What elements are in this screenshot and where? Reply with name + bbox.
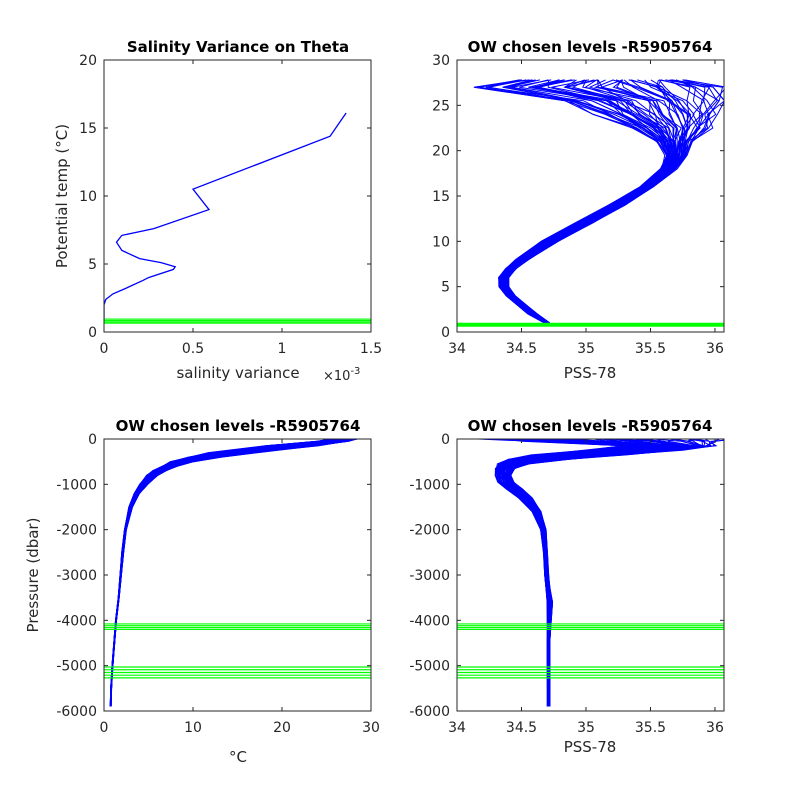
x-tick-label: 35.5 (635, 720, 666, 736)
plot-content (104, 439, 371, 707)
x-tick-label: 30 (362, 720, 380, 736)
panel-pressure-salinity: OW chosen levels -R5905764 34 34.5 35 35.5 3… (409, 417, 725, 756)
y-tick-label: 20 (79, 53, 97, 69)
y-tick-label: -5000 (409, 659, 450, 675)
y-tick-labels: 0 5 10 15 20 (79, 53, 97, 341)
x-tick-label: 34.5 (506, 720, 537, 736)
y-tick-label: 0 (88, 325, 97, 341)
y-tick-label: -2000 (409, 523, 450, 539)
x-tick-label: 34 (448, 720, 466, 736)
chart-title: OW chosen levels -R5905764 (116, 417, 361, 435)
y-tick-label: -3000 (409, 568, 450, 584)
x-tick-label: 0.5 (182, 341, 204, 357)
plot-content (104, 112, 371, 324)
y-tick-label: 20 (432, 144, 450, 160)
plot-area (456, 438, 725, 712)
profile-line (110, 439, 358, 707)
x-tick-labels: 34 34.5 35 35.5 36 (448, 341, 724, 357)
y-tick-label: 5 (441, 280, 450, 296)
x-tick-label: 0 (100, 341, 109, 357)
x-axis-label: salinity variance (176, 364, 299, 382)
y-tick-label: 30 (432, 53, 450, 69)
y-tick-label: -4000 (56, 613, 97, 629)
x-tick-labels: 0 10 20 30 (100, 720, 380, 736)
plot-content (457, 79, 724, 327)
x-tick-label: 1.5 (360, 341, 382, 357)
y-tick-label: -1000 (409, 477, 450, 493)
y-tick-label: -6000 (56, 704, 97, 720)
y-tick-labels: -6000 -5000 -4000 -3000 -2000 -1000 0 (56, 432, 97, 720)
x-axis-label: PSS-78 (564, 364, 617, 382)
y-axis-label: Pressure (dbar) (24, 518, 42, 633)
y-tick-label: -6000 (409, 704, 450, 720)
y-tick-label: 15 (432, 189, 450, 205)
y-tick-label: 0 (441, 325, 450, 341)
x-axis-exponent: ×10-3 (323, 366, 360, 384)
y-tick-label: 15 (79, 121, 97, 137)
y-tick-labels: 0 5 10 15 20 25 30 (432, 53, 450, 341)
series-line (104, 112, 347, 322)
x-axis-label: °C (229, 748, 247, 766)
y-tick-label: -2000 (56, 523, 97, 539)
x-tick-label: 34.5 (506, 341, 537, 357)
x-tick-label: 0 (100, 720, 109, 736)
profile-line (507, 79, 724, 324)
x-tick-label: 35.5 (635, 341, 666, 357)
chart-title: OW chosen levels -R5905764 (468, 417, 713, 435)
x-axis-label: PSS-78 (564, 738, 617, 756)
y-tick-label: -1000 (56, 477, 97, 493)
y-tick-label: 25 (432, 98, 450, 114)
y-axis-label: Potential temp (°C) (53, 124, 71, 268)
x-tick-label: 35 (577, 720, 595, 736)
x-tick-label: 1 (278, 341, 287, 357)
y-tick-labels: -6000 -5000 -4000 -3000 -2000 -1000 0 (409, 432, 450, 720)
x-tick-label: 34 (448, 341, 466, 357)
x-tick-label: 36 (706, 720, 724, 736)
y-tick-label: 0 (441, 432, 450, 448)
y-tick-label: -5000 (56, 659, 97, 675)
y-tick-label: 0 (88, 432, 97, 448)
x-tick-label: 35 (577, 341, 595, 357)
panel-pressure-temperature: OW chosen levels -R5905764 0 10 20 30 -6000… (24, 417, 380, 766)
y-tick-label: 10 (432, 234, 450, 250)
y-tick-label: -4000 (409, 613, 450, 629)
x-tick-labels: 0 0.5 1 1.5 (100, 341, 383, 357)
x-tick-label: 20 (273, 720, 291, 736)
panel-salinity-variance: Salinity Variance on Theta 0 0.5 1 1.5 0 5 10… (53, 38, 382, 384)
chart-title: OW chosen levels -R5905764 (468, 38, 713, 56)
x-tick-labels: 34 34.5 35 35.5 36 (448, 720, 724, 736)
y-tick-label: -3000 (56, 568, 97, 584)
chart-title: Salinity Variance on Theta (127, 38, 349, 56)
x-tick-label: 10 (184, 720, 202, 736)
plot-area (103, 59, 372, 333)
y-tick-label: 10 (79, 189, 97, 205)
y-tick-label: 5 (88, 257, 97, 273)
x-exponent-power: -3 (350, 366, 360, 377)
plot-area (456, 59, 725, 333)
plot-content (457, 439, 724, 707)
x-exponent-base: ×10 (323, 369, 350, 384)
plot-area (103, 438, 372, 712)
x-tick-label: 36 (706, 341, 724, 357)
panel-theta-salinity: OW chosen levels -R5905764 34 34.5 35 35.5 3… (432, 38, 725, 382)
